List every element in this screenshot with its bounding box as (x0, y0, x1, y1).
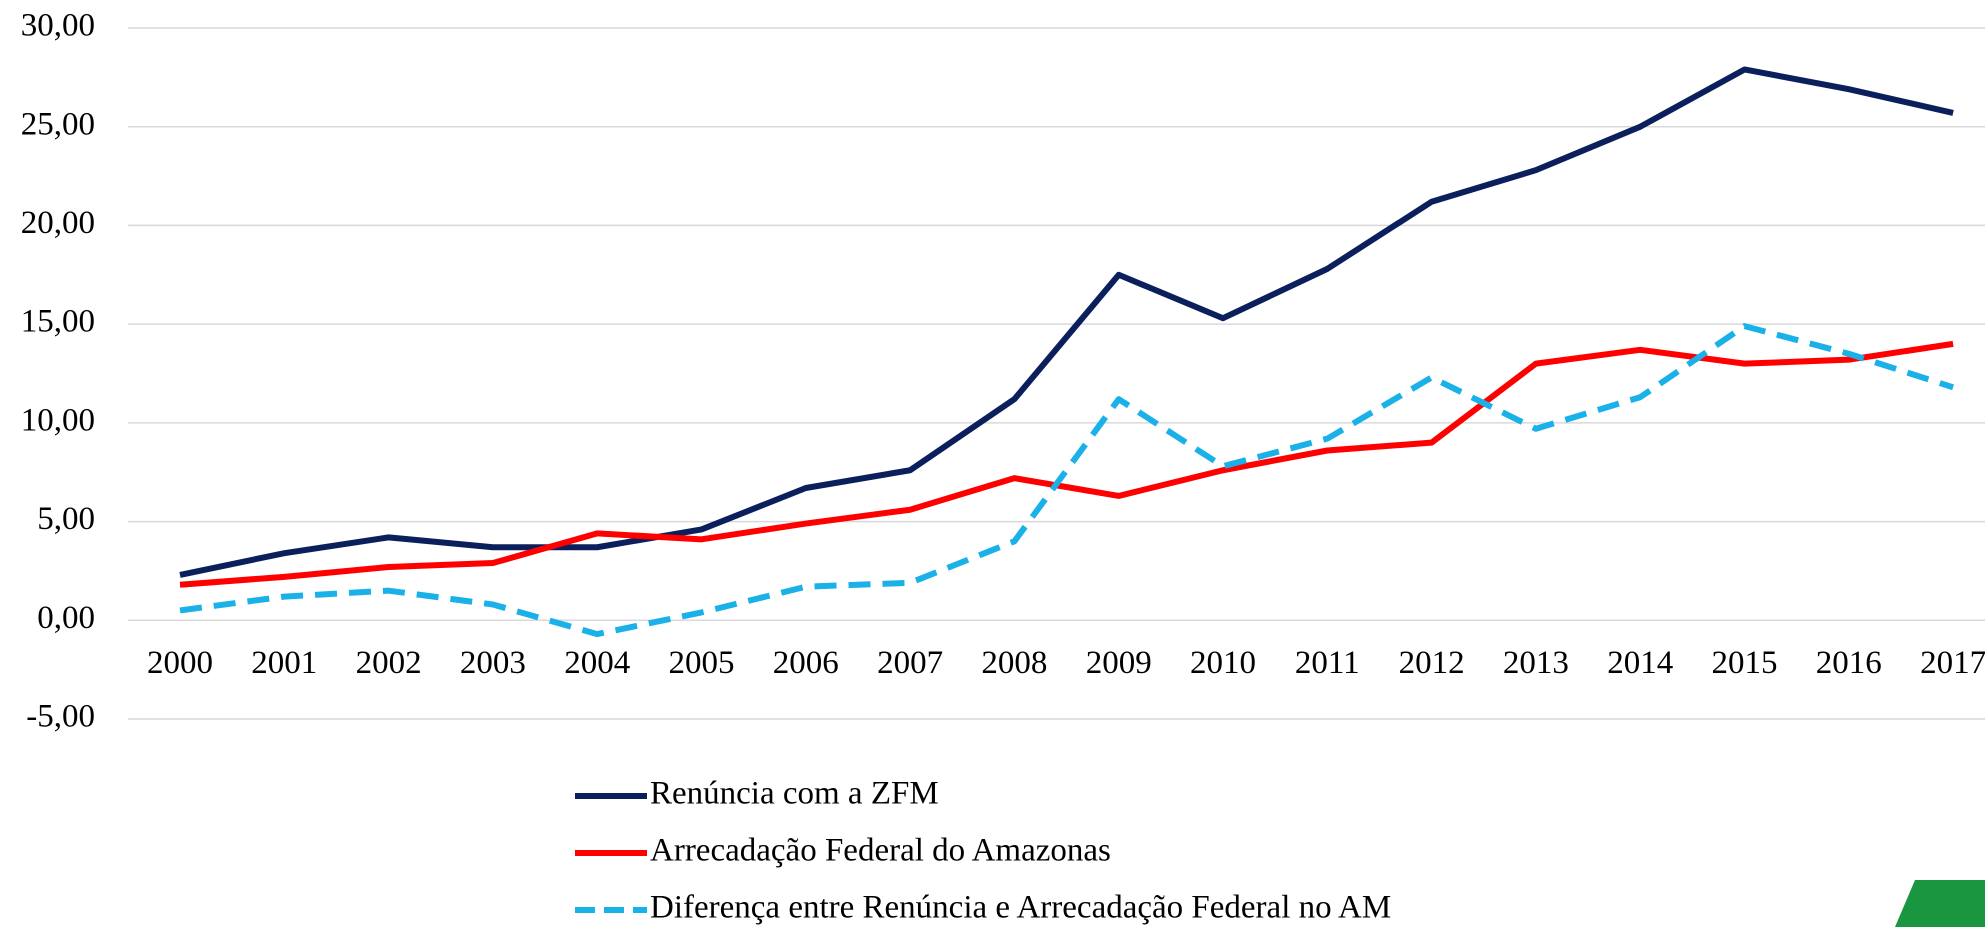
x-tick-label: 2004 (564, 645, 630, 681)
y-tick-label: 30,00 (21, 8, 95, 44)
x-tick-label: 2015 (1712, 645, 1778, 681)
x-tick-label: 2013 (1503, 645, 1569, 681)
series-line (179, 323, 1955, 638)
x-tick-label: 2017 (1920, 645, 1985, 681)
logo (1895, 880, 1985, 927)
series-line (179, 66, 1954, 578)
y-tick-label: 5,00 (37, 501, 95, 537)
legend-label: Renúncia com a ZFM (650, 776, 939, 812)
y-tick-label: 15,00 (21, 304, 95, 340)
x-tick-label: 2012 (1399, 645, 1465, 681)
x-tick-label: 2003 (460, 645, 526, 681)
y-tick-label: 25,00 (21, 106, 95, 142)
x-tick-label: 2001 (251, 645, 317, 681)
x-tick-label: 2014 (1607, 645, 1673, 681)
x-tick-label: 2010 (1190, 645, 1256, 681)
x-tick-label: 2006 (773, 645, 839, 681)
legend-label: Arrecadação Federal do Amazonas (650, 833, 1111, 869)
y-tick-label: -5,00 (26, 699, 95, 735)
y-tick-label: 0,00 (37, 600, 95, 636)
x-tick-label: 2000 (147, 645, 213, 681)
x-tick-label: 2011 (1295, 645, 1360, 681)
legend-label: Diferença entre Renúncia e Arrecadação F… (650, 890, 1391, 926)
x-tick-label: 2002 (356, 645, 422, 681)
series-line (179, 340, 1954, 588)
x-tick-label: 2016 (1816, 645, 1882, 681)
x-tick-label: 2005 (669, 645, 735, 681)
x-tick-label: 2007 (877, 645, 943, 681)
y-tick-label: 20,00 (21, 205, 95, 241)
y-tick-label: 10,00 (21, 402, 95, 438)
x-tick-label: 2009 (1086, 645, 1152, 681)
x-tick-label: 2008 (981, 645, 1047, 681)
